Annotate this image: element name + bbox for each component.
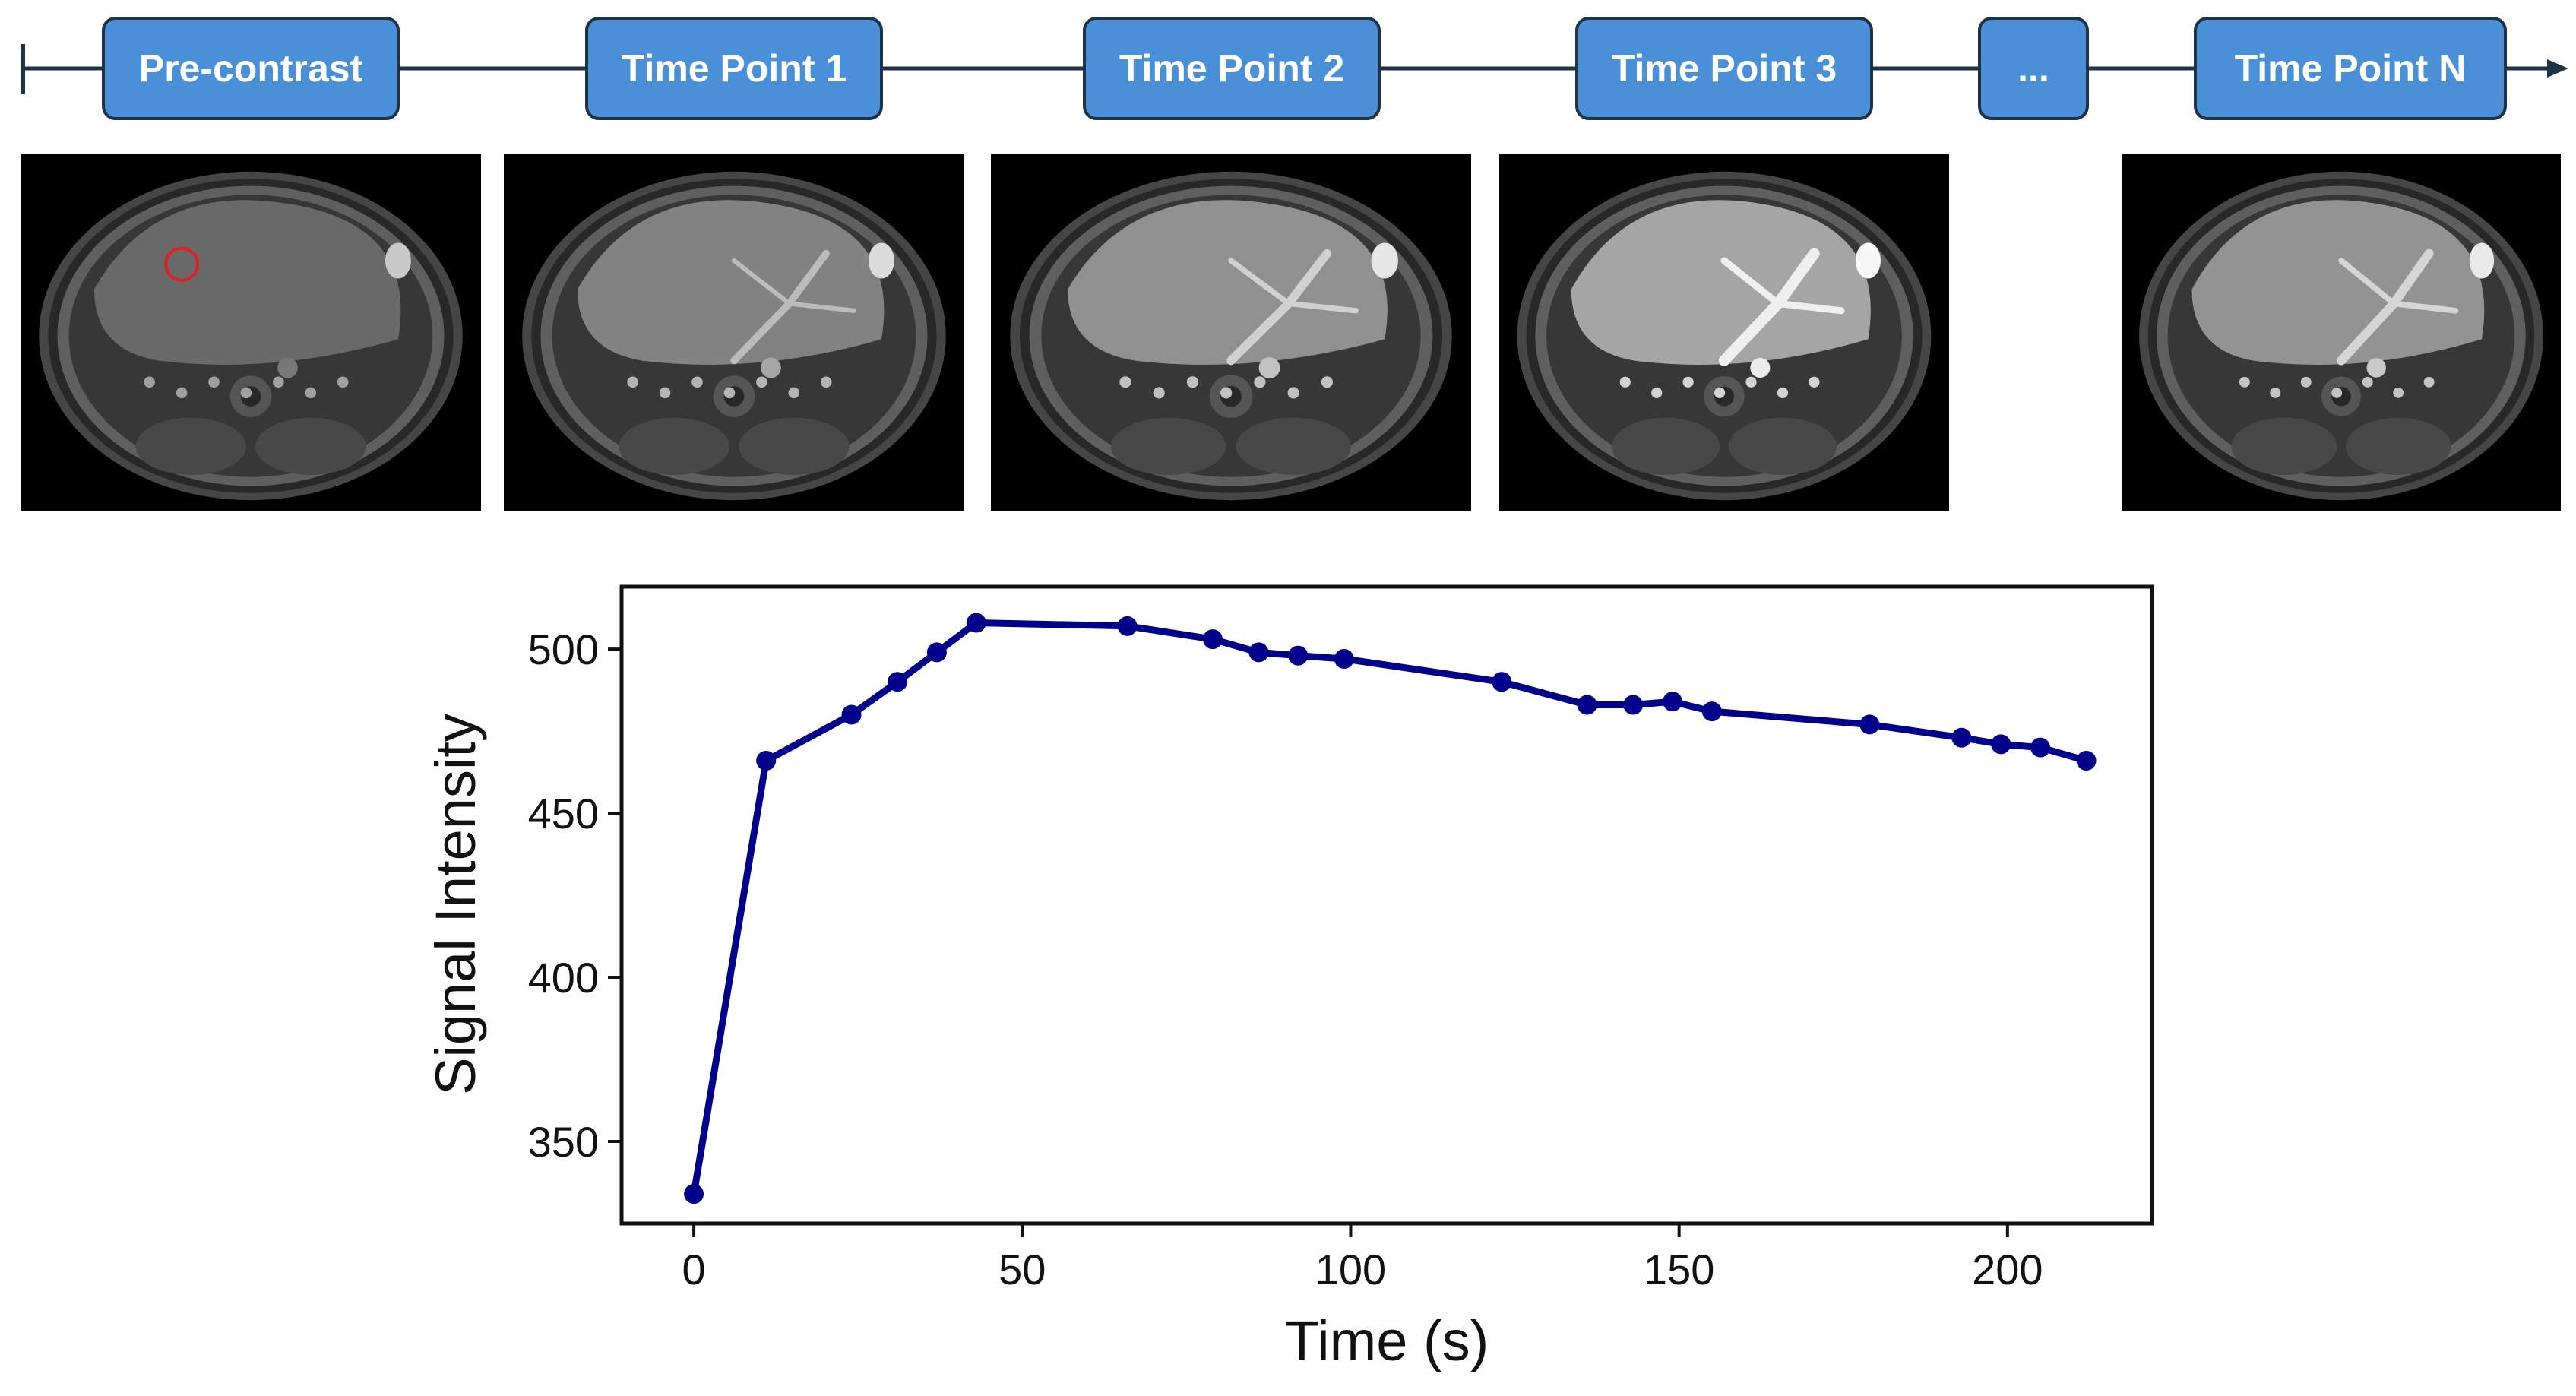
liver-region [1571,200,1871,365]
x-tick-label: 150 [1644,1246,1714,1293]
data-point [1623,695,1644,715]
time-point-1: Time Point 1 [585,17,883,120]
liver-region [1068,200,1388,365]
signal-intensity-line [690,619,2087,1195]
data-point [1248,642,1269,663]
mri-scan-pre-contrast [21,154,481,511]
liver-region [2191,200,2485,365]
data-point [684,1184,704,1204]
data-point [2076,750,2097,771]
data-point [1663,692,1683,712]
data-point [1334,649,1354,670]
y-tick-label: 500 [528,625,599,673]
timeline-arrowhead [2547,59,2568,78]
y-tick-label: 350 [528,1118,599,1166]
time-point-ellipsis: ... [1978,17,2089,120]
y-tick-label: 400 [528,954,599,1002]
liver-region [577,200,885,365]
mri-scan-time-point-3 [1499,154,1949,511]
data-point [756,750,777,771]
x-tick-label: 0 [682,1246,706,1293]
data-point [1991,734,2011,755]
data-point [1202,629,1223,650]
y-tick-label: 450 [528,790,599,837]
data-point [1288,645,1309,666]
time-point-2: Time Point 2 [1083,17,1381,120]
mri-scan-time-point-n [2122,154,2561,511]
mri-scan-time-point-2 [991,154,1471,511]
data-point [1951,727,1972,748]
data-point [1701,701,1722,722]
x-axis-title: Time (s) [1285,1309,1489,1372]
time-point-n: Time Point N [2194,17,2507,120]
x-tick-label: 100 [1315,1246,1386,1293]
time-point-pre-contrast: Pre-contrast [102,17,400,120]
data-point [1577,695,1597,715]
liver-region [93,200,401,365]
data-point [926,642,947,663]
data-point [2030,737,2051,758]
y-axis-title: Signal Intensity [424,714,487,1095]
data-point [1492,672,1512,692]
data-point [1117,616,1138,636]
data-point [1859,714,1880,735]
plot-frame [619,584,2154,1226]
x-tick-label: 200 [1972,1246,2043,1293]
data-point [966,613,986,633]
mri-scan-time-point-1 [504,154,964,511]
data-point [841,704,862,725]
data-point [888,672,908,692]
time-point-3: Time Point 3 [1575,17,1873,120]
roi-circle [164,246,200,282]
x-tick-label: 50 [998,1246,1046,1293]
